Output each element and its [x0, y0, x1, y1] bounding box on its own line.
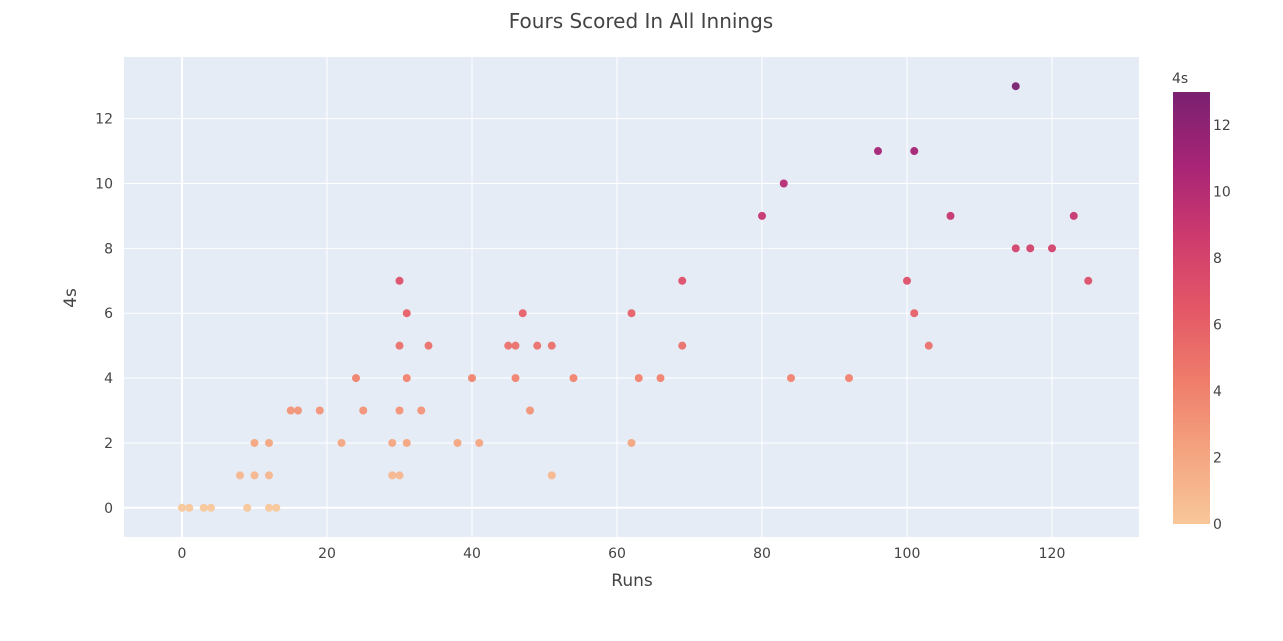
- x-tick-label: 100: [894, 546, 921, 562]
- x-tick-label: 120: [1039, 546, 1066, 562]
- scatter-point: [395, 406, 404, 415]
- x-axis-title: Runs: [611, 571, 653, 591]
- scatter-point: [199, 503, 208, 512]
- scatter-point: [569, 374, 578, 383]
- scatter-point: [845, 374, 853, 383]
- y-tick-label: 6: [104, 306, 113, 322]
- scatter-point: [250, 471, 259, 480]
- x-tick-label: 40: [463, 546, 481, 562]
- y-tick-label: 10: [95, 176, 113, 192]
- scatter-point: [424, 341, 433, 350]
- scatter-point: [758, 211, 766, 220]
- scatter-point: [265, 471, 273, 480]
- scatter-point: [656, 374, 665, 383]
- scatter-point: [518, 309, 527, 318]
- y-tick-label: 12: [95, 112, 113, 128]
- scatter-point: [402, 309, 411, 318]
- scatter-point: [1084, 276, 1093, 285]
- scatter-point: [678, 276, 687, 285]
- scatter-point: [395, 471, 404, 480]
- scatter-point: [402, 438, 411, 447]
- x-tick-label: 20: [318, 546, 336, 562]
- scatter-point: [286, 406, 295, 415]
- scatter-point: [388, 438, 397, 447]
- scatter-point: [1048, 244, 1056, 253]
- x-tick-label: 0: [178, 546, 187, 562]
- colorbar-tick-label: 0: [1213, 517, 1222, 533]
- scatter-point: [178, 503, 186, 512]
- scatter-point: [185, 503, 194, 512]
- scatter-point: [910, 147, 919, 156]
- scatter-point: [910, 309, 919, 318]
- colorbar-tick-label: 2: [1213, 451, 1222, 467]
- scatter-point: [352, 374, 360, 383]
- scatter-point: [468, 374, 476, 383]
- scatter-point: [779, 179, 788, 188]
- y-tick-label: 8: [104, 241, 113, 257]
- scatter-point: [874, 147, 882, 156]
- scatter-point: [337, 438, 346, 447]
- scatter-point: [475, 438, 484, 447]
- scatter-point: [294, 406, 302, 415]
- scatter-point: [243, 503, 252, 512]
- scatter-point: [634, 374, 643, 383]
- scatter-point: [1011, 244, 1020, 253]
- colorbar-ticks: 0 2 4 6 8 10 12: [1213, 118, 1231, 533]
- scatter-point: [903, 276, 911, 285]
- scatter-point: [395, 341, 404, 350]
- x-axis-ticks: 0 20 40 60 80 100 120: [178, 546, 1066, 562]
- scatter-point: [678, 341, 687, 350]
- colorbar-tick-label: 6: [1213, 318, 1222, 334]
- scatter-point: [526, 406, 534, 415]
- scatter-point: [547, 471, 556, 480]
- scatter-point: [547, 341, 556, 350]
- scatter-point: [315, 406, 324, 415]
- y-tick-label: 0: [104, 501, 113, 517]
- scatter-point: [1011, 82, 1020, 91]
- grid-lines: [124, 57, 1139, 537]
- scatter-point: [417, 406, 426, 415]
- colorbar-tick-label: 4: [1213, 384, 1222, 400]
- scatter-point: [787, 374, 795, 383]
- scatter-point: [924, 341, 933, 350]
- data-points: [178, 82, 1093, 512]
- plot-area: [124, 57, 1139, 537]
- scatter-point: [627, 309, 636, 318]
- scatter-point: [946, 211, 955, 220]
- scatter-point: [1026, 244, 1035, 253]
- chart-title: Fours Scored In All Innings: [509, 9, 773, 33]
- y-axis-ticks: 0 2 4 6 8 10 12: [95, 112, 113, 517]
- colorbar-tick-label: 8: [1213, 251, 1222, 267]
- scatter-point: [453, 438, 462, 447]
- scatter-point: [236, 471, 244, 480]
- y-tick-label: 4: [104, 371, 113, 387]
- scatter-point: [265, 438, 273, 447]
- scatter-point: [511, 341, 520, 350]
- scatter-point: [627, 438, 636, 447]
- scatter-point: [533, 341, 542, 350]
- scatter-point: [504, 341, 513, 350]
- scatter-point: [207, 503, 215, 512]
- scatter-point: [272, 503, 281, 512]
- scatter-point: [359, 406, 368, 415]
- scatter-point: [402, 374, 411, 383]
- y-axis-title: 4s: [61, 288, 81, 308]
- colorbar-tick-label: 12: [1213, 118, 1231, 134]
- colorbar: [1173, 92, 1210, 524]
- colorbar-title: 4s: [1172, 71, 1188, 87]
- scatter-point: [250, 438, 259, 447]
- scatter-point: [1069, 211, 1078, 220]
- scatter-point: [388, 471, 397, 480]
- y-tick-label: 2: [104, 436, 113, 452]
- x-tick-label: 80: [753, 546, 771, 562]
- x-tick-label: 60: [608, 546, 626, 562]
- colorbar-tick-label: 10: [1213, 185, 1231, 201]
- scatter-point: [395, 276, 404, 285]
- scatter-point: [265, 503, 273, 512]
- scatter-point: [511, 374, 520, 383]
